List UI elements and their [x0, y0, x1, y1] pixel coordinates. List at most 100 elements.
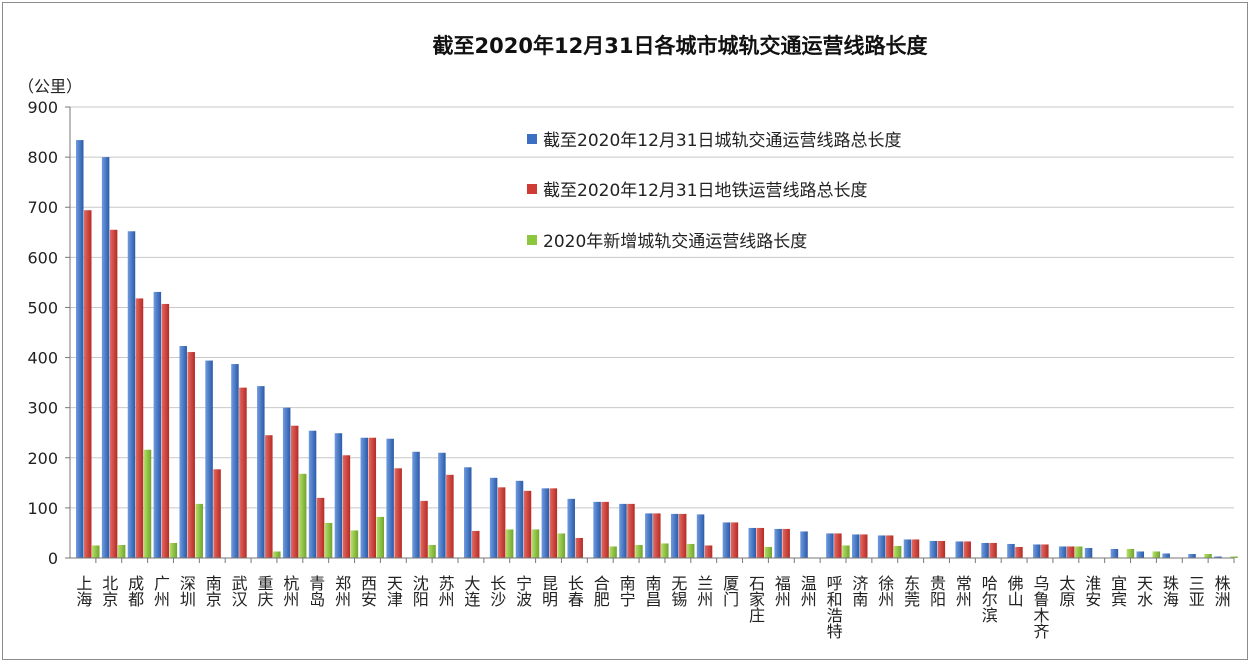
bar-total	[852, 534, 860, 558]
bar-total	[1033, 544, 1041, 558]
legend-item-metro: 截至2020年12月31日地铁运营线路总长度	[527, 176, 868, 201]
bar-metro	[678, 513, 687, 558]
x-category-label: 东莞	[901, 575, 920, 607]
bar-total	[127, 231, 136, 558]
bar-new	[376, 516, 385, 558]
bar-total	[386, 438, 394, 558]
y-tick-label: 100	[27, 499, 58, 518]
bar-new	[273, 551, 281, 558]
x-category-label: 广州	[151, 575, 170, 607]
bar-new	[842, 545, 850, 558]
legend-swatch-total	[527, 133, 537, 144]
bar-new	[324, 522, 333, 558]
bar-metro	[342, 455, 351, 558]
bar-metro	[756, 527, 765, 558]
legend-label-total: 截至2020年12月31日城轨交通运营线路总长度	[543, 131, 902, 151]
x-category-label: 武汉	[229, 575, 248, 607]
x-category-label: 乌鲁木齐	[1031, 575, 1050, 639]
x-category-label: 徐州	[875, 575, 894, 607]
bar-total	[360, 437, 369, 558]
bar-metro	[782, 528, 790, 558]
bar-total	[541, 488, 550, 558]
x-category-label: 大连	[461, 575, 480, 607]
bar-new	[92, 545, 100, 558]
bar-metro	[963, 541, 971, 558]
bar-new	[143, 449, 152, 558]
x-category-label: 淮安	[1082, 575, 1101, 607]
x-axis: 上海 北京 成都 广州 深圳 南京 武汉 重庆 杭州 青岛 郑州 西安 天津 沈阳 苏州 大连 长沙 宁波 昆明 长春…	[70, 557, 1235, 639]
x-category-label: 三亚	[1186, 575, 1205, 607]
x-category-label: 兰州	[694, 575, 713, 607]
bar-new	[195, 503, 203, 558]
x-category-label: 贵阳	[927, 575, 946, 607]
bar-total	[153, 291, 162, 558]
bar-new	[609, 546, 617, 558]
bar-total	[981, 542, 989, 558]
x-category-label: 温州	[798, 575, 817, 607]
bar-total	[619, 503, 627, 558]
legend-item-total: 截至2020年12月31日城轨交通运营线路总长度	[527, 126, 902, 151]
bar-new	[1204, 553, 1212, 558]
x-category-label: 青岛	[306, 575, 325, 608]
bar-total	[1214, 556, 1222, 558]
bar-metro	[834, 533, 842, 558]
bar-total	[877, 535, 886, 558]
bar-new	[661, 543, 669, 558]
x-category-label: 呼和浩特	[824, 575, 843, 639]
x-category-label: 郑州	[332, 575, 351, 607]
bar-metro	[730, 522, 739, 558]
x-category-label: 深圳	[177, 575, 196, 607]
chart-title: 截至2020年12月31日各城市城轨交通运营线路长度	[432, 34, 928, 58]
bar-new	[557, 533, 566, 558]
bar-total	[1058, 546, 1067, 558]
bar-metro	[316, 497, 325, 558]
bar-metro	[290, 425, 299, 558]
bar-total	[489, 477, 498, 558]
bar-total	[1110, 548, 1119, 558]
bar-total	[645, 513, 653, 558]
x-category-label: 宁波	[513, 575, 532, 607]
bar-metro	[1041, 544, 1049, 558]
x-category-label: 重庆	[255, 575, 274, 607]
bar-new	[764, 546, 773, 558]
bar-new	[1152, 551, 1161, 558]
bar-metro	[885, 535, 894, 558]
x-category-label: 天水	[1134, 575, 1153, 607]
x-category-label: 济南	[849, 575, 868, 607]
x-category-label: 株洲	[1212, 575, 1231, 607]
bar-total	[257, 386, 265, 558]
bar-metro	[549, 488, 558, 558]
bar-total	[76, 140, 84, 558]
bar-metro	[627, 503, 635, 558]
x-category-label: 杭州	[280, 575, 299, 607]
bar-total	[231, 364, 239, 558]
bar-total	[696, 514, 705, 558]
bar-total	[903, 539, 912, 558]
bar-total	[1084, 547, 1093, 558]
x-category-label: 成都	[125, 575, 144, 607]
x-category-label: 昆明	[539, 575, 558, 608]
bar-metro	[989, 542, 997, 558]
legend-label-new: 2020年新增城轨交通运营线路长度	[543, 232, 808, 252]
legend-item-new: 2020年新增城轨交通运营线路长度	[527, 227, 807, 252]
bar-total	[826, 533, 834, 558]
bar-new	[505, 529, 514, 558]
bar-metro	[497, 487, 506, 558]
y-tick-label: 500	[27, 298, 58, 317]
bar-total	[308, 430, 317, 558]
bar-total	[412, 451, 420, 558]
y-tick-label: 300	[27, 399, 58, 418]
y-axis-unit-label: （公里）	[18, 77, 83, 96]
bar-total	[567, 498, 575, 558]
bar-metro	[523, 490, 532, 558]
x-category-label: 常州	[953, 575, 972, 607]
y-tick-label: 700	[27, 198, 58, 217]
x-category-label: 佛山	[1005, 575, 1024, 607]
x-category-label: 哈尔滨	[979, 575, 998, 623]
bar-metro	[1015, 546, 1023, 558]
bar-metro	[653, 513, 661, 558]
bar-metro	[265, 435, 273, 558]
x-category-label: 合肥	[591, 575, 610, 608]
x-category-label: 长沙	[487, 575, 506, 607]
